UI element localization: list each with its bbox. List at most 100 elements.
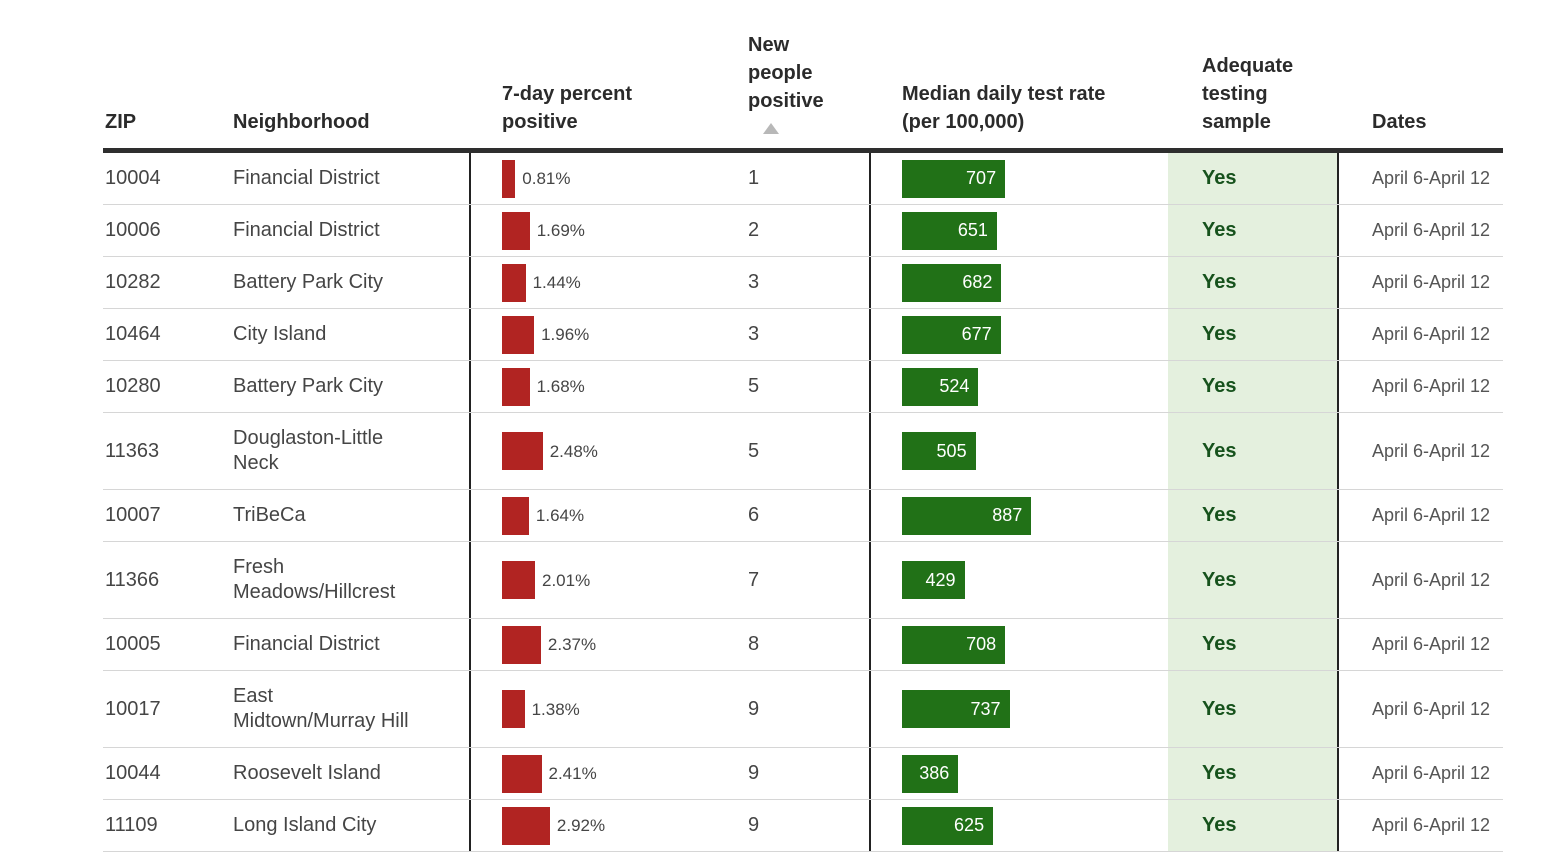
zip-cell: 11366 bbox=[105, 568, 160, 591]
neighborhood-cell: Financial District bbox=[233, 205, 469, 256]
adequate-sample-cell: Yes bbox=[1168, 413, 1337, 489]
percent-positive-bar bbox=[502, 263, 526, 302]
dates-cell: April 6-April 12 bbox=[1337, 619, 1503, 670]
column-header-adequate-sample[interactable]: Adequate testing sample bbox=[1168, 52, 1337, 148]
column-header-median-test-rate[interactable]: Median daily test rate (per 100,000) bbox=[869, 80, 1168, 148]
percent-positive-bar bbox=[502, 159, 516, 198]
column-header-label: Dates bbox=[1372, 111, 1427, 133]
percent-positive-label: 1.68% bbox=[536, 377, 585, 396]
test-rate-value: 524 bbox=[939, 376, 970, 396]
neighborhood-label: East Midtown/Murray Hill bbox=[233, 685, 409, 732]
column-header-label: Neighborhood bbox=[233, 111, 370, 133]
test-rate-value: 625 bbox=[954, 815, 985, 835]
table-row: 10280 Battery Park City 1.68% 5 524 Yes … bbox=[103, 361, 1503, 413]
zip-cell: 10005 bbox=[105, 633, 161, 655]
neighborhood-cell: Douglaston-Little Neck bbox=[233, 413, 469, 489]
neighborhood-cell: City Island bbox=[233, 309, 469, 360]
test-rate-value: 887 bbox=[992, 505, 1023, 525]
test-rate-cell: 887 bbox=[869, 490, 1168, 541]
test-rate-value: 708 bbox=[966, 634, 997, 654]
adequate-sample-cell: Yes bbox=[1168, 671, 1337, 747]
neighborhood-label: Douglaston-Little Neck bbox=[233, 427, 384, 474]
neighborhood-cell: Financial District bbox=[233, 619, 469, 670]
test-rate-cell: 524 bbox=[869, 361, 1168, 412]
column-header-label: Median daily test rate (per 100,000) bbox=[902, 83, 1106, 133]
test-rate-bar: 429 bbox=[902, 561, 965, 599]
percent-positive-label: 2.01% bbox=[542, 570, 591, 590]
percent-positive-cell: 1.64% bbox=[469, 490, 740, 541]
neighborhood-label: Battery Park City bbox=[233, 375, 384, 397]
percent-positive-cell: 2.37% bbox=[469, 619, 740, 670]
percent-positive-bar bbox=[502, 496, 529, 535]
sort-ascending-icon[interactable] bbox=[763, 123, 779, 134]
dates-cell: April 6-April 12 bbox=[1337, 748, 1503, 799]
test-rate-value: 682 bbox=[962, 272, 993, 292]
neighborhood-label: Fresh Meadows/Hillcrest bbox=[233, 556, 396, 603]
percent-positive-bar bbox=[502, 754, 542, 793]
zip-cell: 10004 bbox=[105, 167, 161, 189]
adequate-sample-cell: Yes bbox=[1168, 748, 1337, 799]
neighborhood-label: City Island bbox=[233, 323, 327, 345]
column-header-neighborhood[interactable]: Neighborhood bbox=[233, 108, 469, 148]
test-rate-bar: 505 bbox=[902, 432, 976, 470]
neighborhood-label: Long Island City bbox=[233, 814, 377, 836]
zip-cell: 10017 bbox=[105, 697, 161, 720]
new-people-positive-cell: 3 bbox=[748, 271, 760, 293]
column-header-dates[interactable]: Dates bbox=[1337, 108, 1503, 148]
test-rate-value: 677 bbox=[961, 324, 992, 344]
test-rate-bar: 677 bbox=[902, 315, 1001, 354]
adequate-sample-cell: Yes bbox=[1168, 205, 1337, 256]
covid-zip-table: ZIP Neighborhood 7-day percent positive … bbox=[103, 0, 1503, 852]
column-header-new-people-positive[interactable]: New people positive bbox=[740, 31, 869, 148]
adequate-sample-cell: Yes bbox=[1168, 542, 1337, 618]
neighborhood-cell: East Midtown/Murray Hill bbox=[233, 671, 469, 747]
test-rate-cell: 682 bbox=[869, 257, 1168, 308]
neighborhood-cell: TriBeCa bbox=[233, 490, 469, 541]
table-row: 10282 Battery Park City 1.44% 3 682 Yes … bbox=[103, 257, 1503, 309]
new-people-positive-cell: 3 bbox=[748, 323, 760, 345]
adequate-sample-cell: Yes bbox=[1168, 153, 1337, 204]
test-rate-cell: 651 bbox=[869, 205, 1168, 256]
dates-cell: April 6-April 12 bbox=[1337, 490, 1503, 541]
test-rate-cell: 677 bbox=[869, 309, 1168, 360]
test-rate-value: 505 bbox=[936, 440, 967, 461]
percent-positive-label: 2.48% bbox=[549, 441, 598, 461]
adequate-sample-cell: Yes bbox=[1168, 361, 1337, 412]
table-row: 11363 Douglaston-Little Neck 2.48% 5 505… bbox=[103, 413, 1503, 490]
test-rate-bar: 682 bbox=[902, 263, 1002, 302]
percent-positive-cell: 2.92% bbox=[469, 800, 740, 851]
zip-cell: 11109 bbox=[105, 814, 158, 836]
table-row: 10006 Financial District 1.69% 2 651 Yes… bbox=[103, 205, 1503, 257]
percent-positive-cell: 1.44% bbox=[469, 257, 740, 308]
percent-positive-cell: 1.69% bbox=[469, 205, 740, 256]
dates-cell: April 6-April 12 bbox=[1337, 309, 1503, 360]
percent-positive-label: 2.37% bbox=[547, 635, 597, 654]
percent-positive-label: 2.92% bbox=[556, 816, 606, 835]
test-rate-bar: 386 bbox=[902, 754, 959, 793]
percent-positive-cell: 2.41% bbox=[469, 748, 740, 799]
percent-positive-bar bbox=[502, 806, 550, 845]
percent-positive-cell: 1.38% bbox=[469, 671, 740, 747]
column-header-percent-positive[interactable]: 7-day percent positive bbox=[469, 80, 740, 148]
column-header-label: 7-day percent positive bbox=[502, 83, 633, 133]
test-rate-cell: 708 bbox=[869, 619, 1168, 670]
column-header-zip[interactable]: ZIP bbox=[103, 108, 233, 148]
percent-positive-label: 2.41% bbox=[548, 764, 597, 783]
test-rate-bar: 708 bbox=[902, 625, 1006, 664]
dates-cell: April 6-April 12 bbox=[1337, 413, 1503, 489]
zip-cell: 10044 bbox=[105, 762, 161, 784]
neighborhood-cell: Battery Park City bbox=[233, 361, 469, 412]
zip-cell: 10007 bbox=[105, 504, 161, 526]
new-people-positive-cell: 9 bbox=[748, 814, 760, 836]
table-row: 10044 Roosevelt Island 2.41% 9 386 Yes A… bbox=[103, 748, 1503, 800]
adequate-sample-cell: Yes bbox=[1168, 490, 1337, 541]
column-header-label: ZIP bbox=[105, 111, 137, 133]
neighborhood-label: Financial District bbox=[233, 633, 380, 655]
zip-cell: 10282 bbox=[105, 271, 161, 293]
neighborhood-cell: Long Island City bbox=[233, 800, 469, 851]
new-people-positive-cell: 2 bbox=[748, 219, 760, 241]
test-rate-bar: 707 bbox=[902, 159, 1006, 198]
new-people-positive-cell: 6 bbox=[748, 504, 760, 526]
dates-cell: April 6-April 12 bbox=[1337, 542, 1503, 618]
neighborhood-label: Roosevelt Island bbox=[233, 762, 381, 784]
